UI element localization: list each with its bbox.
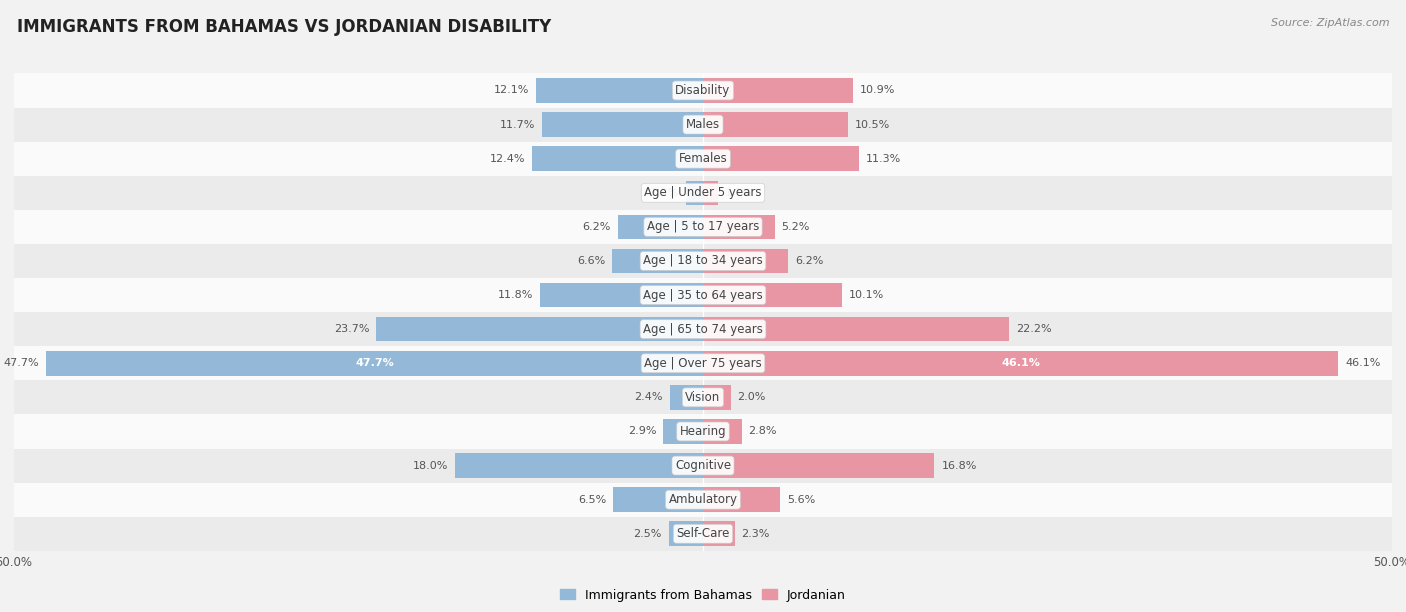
Text: 47.7%: 47.7%	[354, 358, 394, 368]
Bar	[14, 483, 1392, 517]
Text: 46.1%: 46.1%	[1346, 358, 1381, 368]
Text: Age | 5 to 17 years: Age | 5 to 17 years	[647, 220, 759, 233]
Bar	[541, 113, 703, 137]
Text: 6.2%: 6.2%	[796, 256, 824, 266]
Text: 22.2%: 22.2%	[1015, 324, 1052, 334]
Text: 5.6%: 5.6%	[787, 494, 815, 505]
Text: Age | Over 75 years: Age | Over 75 years	[644, 357, 762, 370]
Text: 23.7%: 23.7%	[335, 324, 370, 334]
Text: 12.1%: 12.1%	[494, 86, 530, 95]
Text: 10.9%: 10.9%	[860, 86, 896, 95]
Bar	[46, 351, 703, 376]
Bar	[14, 449, 1392, 483]
Text: Disability: Disability	[675, 84, 731, 97]
Bar	[14, 176, 1392, 210]
Bar	[664, 419, 703, 444]
Bar	[703, 351, 1339, 376]
Bar	[703, 248, 789, 273]
Text: 16.8%: 16.8%	[942, 461, 977, 471]
Bar	[14, 380, 1392, 414]
Bar	[14, 278, 1392, 312]
Text: 18.0%: 18.0%	[413, 461, 449, 471]
Text: 12.4%: 12.4%	[489, 154, 526, 163]
Bar	[14, 108, 1392, 141]
Bar	[703, 146, 859, 171]
Bar	[14, 312, 1392, 346]
Bar	[703, 317, 1010, 341]
Text: 2.4%: 2.4%	[634, 392, 664, 402]
Bar	[456, 453, 703, 478]
Text: 2.0%: 2.0%	[738, 392, 766, 402]
Bar	[613, 487, 703, 512]
Bar	[703, 453, 935, 478]
Text: 47.7%: 47.7%	[3, 358, 39, 368]
Bar	[703, 385, 731, 409]
Text: Self-Care: Self-Care	[676, 528, 730, 540]
Text: 2.9%: 2.9%	[627, 427, 657, 436]
Text: 2.5%: 2.5%	[633, 529, 662, 539]
Bar	[703, 113, 848, 137]
Legend: Immigrants from Bahamas, Jordanian: Immigrants from Bahamas, Jordanian	[555, 584, 851, 606]
Bar	[703, 419, 741, 444]
Text: 2.8%: 2.8%	[748, 427, 778, 436]
Bar	[669, 385, 703, 409]
Text: IMMIGRANTS FROM BAHAMAS VS JORDANIAN DISABILITY: IMMIGRANTS FROM BAHAMAS VS JORDANIAN DIS…	[17, 18, 551, 36]
Text: 11.3%: 11.3%	[866, 154, 901, 163]
Text: 11.8%: 11.8%	[498, 290, 533, 300]
Text: Age | 65 to 74 years: Age | 65 to 74 years	[643, 323, 763, 335]
Text: Age | Under 5 years: Age | Under 5 years	[644, 186, 762, 200]
Bar	[14, 414, 1392, 449]
Bar	[703, 487, 780, 512]
Text: 2.3%: 2.3%	[741, 529, 770, 539]
Text: Males: Males	[686, 118, 720, 131]
Bar	[686, 181, 703, 205]
Text: 46.1%: 46.1%	[1001, 358, 1040, 368]
Bar	[14, 346, 1392, 380]
Text: 10.1%: 10.1%	[849, 290, 884, 300]
Bar	[536, 78, 703, 103]
Text: Vision: Vision	[685, 391, 721, 404]
Text: 5.2%: 5.2%	[782, 222, 810, 232]
Text: 1.1%: 1.1%	[725, 188, 754, 198]
Bar	[612, 248, 703, 273]
Bar	[703, 283, 842, 307]
Bar	[377, 317, 703, 341]
Bar	[617, 215, 703, 239]
Bar	[703, 181, 718, 205]
Text: 11.7%: 11.7%	[499, 119, 534, 130]
Text: 6.5%: 6.5%	[578, 494, 606, 505]
Bar	[14, 210, 1392, 244]
Text: Age | 18 to 34 years: Age | 18 to 34 years	[643, 255, 763, 267]
Bar	[531, 146, 703, 171]
Text: 1.2%: 1.2%	[651, 188, 679, 198]
Bar	[703, 521, 735, 546]
Bar	[703, 215, 775, 239]
Bar	[14, 244, 1392, 278]
Text: Cognitive: Cognitive	[675, 459, 731, 472]
Bar	[14, 73, 1392, 108]
Bar	[14, 517, 1392, 551]
Text: Ambulatory: Ambulatory	[668, 493, 738, 506]
Text: Age | 35 to 64 years: Age | 35 to 64 years	[643, 289, 763, 302]
Text: Females: Females	[679, 152, 727, 165]
Bar	[669, 521, 703, 546]
Text: 6.2%: 6.2%	[582, 222, 610, 232]
Text: Hearing: Hearing	[679, 425, 727, 438]
Bar	[14, 141, 1392, 176]
Bar	[540, 283, 703, 307]
Bar	[703, 78, 853, 103]
Text: Source: ZipAtlas.com: Source: ZipAtlas.com	[1271, 18, 1389, 28]
Text: 10.5%: 10.5%	[855, 119, 890, 130]
Text: 6.6%: 6.6%	[576, 256, 605, 266]
